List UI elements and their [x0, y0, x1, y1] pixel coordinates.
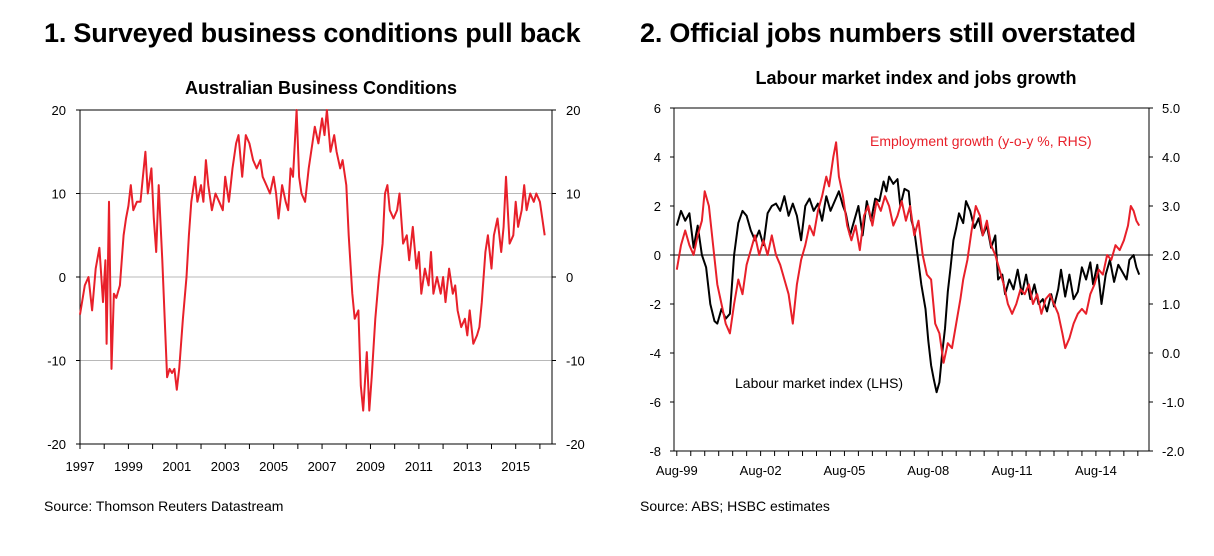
y-tick-label-right: 0.0 [1162, 346, 1180, 361]
panel-heading: 1. Surveyed business conditions pull bac… [44, 18, 581, 48]
x-tick-label: 2009 [356, 459, 385, 474]
y-tick-label-right: -10 [566, 354, 585, 369]
y-tick-label-left: 0 [59, 270, 66, 285]
x-tick-label: Aug-08 [907, 463, 949, 478]
y-tick-label-right: -20 [566, 437, 585, 452]
business-conditions-line [79, 109, 546, 412]
y-tick-label-left: 4 [654, 150, 661, 165]
x-tick-label: 2011 [405, 459, 433, 474]
x-tick-label: 1997 [66, 459, 95, 474]
chart-panel-labour-market: 2. Official jobs numbers still overstate… [607, 0, 1214, 556]
labour-market-chart: 6 4 2 0 -2 -4 -6 -8 5.0 4.0 3.0 2.0 1.0 0.0 -1.0 -2.0 Au… [649, 101, 1184, 478]
y-tick-label-left: -10 [47, 354, 66, 369]
source-note: Source: Thomson Reuters Datastream [44, 498, 284, 514]
y-tick-label-right: 10 [566, 187, 580, 202]
labour-market-index-label: Labour market index (LHS) [735, 375, 903, 391]
x-tick-label: Aug-02 [740, 463, 782, 478]
x-tick-label: 2015 [501, 459, 530, 474]
plot-frame [673, 107, 1150, 452]
source-note: Source: ABS; HSBC estimates [640, 498, 830, 514]
x-tick-label: Aug-99 [656, 463, 698, 478]
y-tick-label-left: -20 [47, 437, 66, 452]
y-tick-label-left: 10 [52, 187, 66, 202]
chart-panel-business-conditions: 1. Surveyed business conditions pull bac… [0, 0, 600, 556]
chart-title: Australian Business Conditions [184, 78, 458, 98]
y-tick-label-right: 3.0 [1162, 199, 1180, 214]
x-tick-label: 2005 [259, 459, 288, 474]
x-tick-label: 1999 [114, 459, 143, 474]
y-tick-label-left: 2 [654, 199, 661, 214]
y-tick-label-left: -4 [649, 346, 661, 361]
y-tick-label-left: -2 [649, 297, 661, 312]
y-tick-label-left: -6 [649, 395, 661, 410]
panel-heading: 2. Official jobs numbers still overstate… [640, 18, 1136, 48]
y-tick-label-right: 0 [566, 270, 573, 285]
employment-growth-label: Employment growth (y-o-y %, RHS) [870, 133, 1092, 149]
y-tick-label-right: 5.0 [1162, 101, 1180, 116]
y-tick-label-right: 20 [566, 103, 580, 118]
y-tick-label-left: 6 [654, 101, 661, 116]
labour-market-index-line [675, 175, 1141, 394]
y-tick-label-left: 20 [52, 103, 66, 118]
y-tick-label-right: 2.0 [1162, 248, 1180, 263]
x-tick-label: Aug-14 [1075, 463, 1117, 478]
y-tick-label-right: -2.0 [1162, 444, 1184, 459]
employment-growth-line [675, 141, 1141, 364]
y-tick-label-right: -1.0 [1162, 395, 1184, 410]
y-tick-label-right: 1.0 [1162, 297, 1180, 312]
x-tick-label: Aug-05 [823, 463, 865, 478]
x-tick-label: 2007 [308, 459, 337, 474]
y-tick-label-right: 4.0 [1162, 150, 1180, 165]
x-tick-label: 2003 [211, 459, 240, 474]
y-tick-label-left: 0 [654, 248, 661, 263]
chart-title: Labour market index and jobs growth [755, 68, 1077, 88]
x-tick-label: Aug-11 [992, 463, 1033, 478]
x-tick-label: 2013 [453, 459, 482, 474]
x-tick-label: 2001 [162, 459, 191, 474]
y-tick-label-left: -8 [649, 444, 661, 459]
